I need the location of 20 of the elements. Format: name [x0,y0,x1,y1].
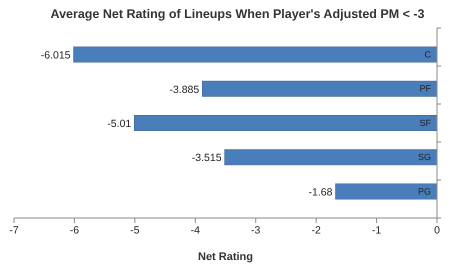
data-label: -1.68 [308,186,333,198]
y-tick-label: PG [418,186,431,196]
x-tick-label: -5 [130,224,140,236]
x-tick-label: 0 [434,224,440,236]
x-tick-label: -4 [190,224,200,236]
data-label: -5.01 [107,118,132,130]
y-tick-label: SG [418,152,431,162]
x-tick-label: -1 [372,224,382,236]
chart-title: Average Net Rating of Lineups When Player's Adjusted PM < -3 [50,7,425,21]
x-axis-title: Net Rating [198,251,253,263]
y-tick-label: PF [419,84,432,94]
x-tick-label: -7 [9,224,19,236]
data-label: -6.015 [40,50,71,62]
x-tick-label: -6 [70,224,80,236]
y-tick-label: C [424,49,432,60]
y-tick-label: SF [419,118,432,128]
x-tick-label: -2 [311,224,321,236]
data-label: -3.515 [192,152,222,164]
x-tick-label: -3 [251,224,261,236]
data-label: -3.885 [169,84,200,96]
